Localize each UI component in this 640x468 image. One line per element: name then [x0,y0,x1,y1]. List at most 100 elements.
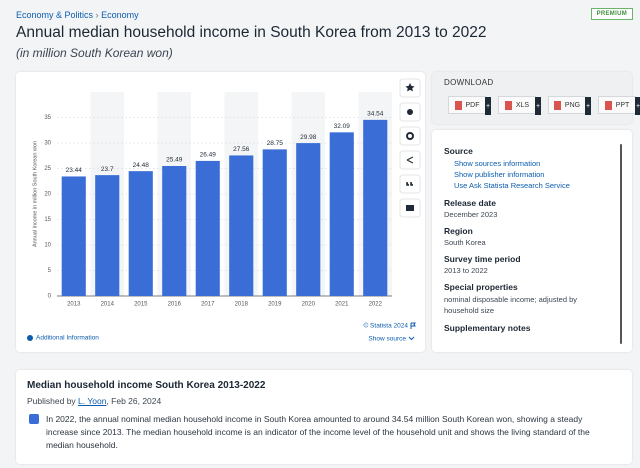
gear-icon [406,132,414,140]
breadcrumb: Economy & Politics › Economy [16,10,139,20]
file-icon [504,100,512,110]
file-icon [454,100,462,110]
breadcrumb-separator: › [95,10,99,20]
tool-buttons [399,78,421,218]
download-button[interactable]: XLS + [498,96,541,115]
published-date: , Feb 26, 2024 [106,396,162,406]
bar [162,166,187,296]
details-content: Source Show sources information Show publ… [432,130,632,333]
detail-label: Supplementary notes [444,323,531,333]
value-label: 26.49 [200,152,217,159]
y-axis-label: Annual income in million South Korean wo… [32,141,38,247]
bar [296,143,321,296]
chart: Annual income in million South Korean wo… [27,78,421,343]
format-label: PNG [564,101,581,109]
download-button[interactable]: PPT + [598,96,640,115]
x-tick-label: 2022 [369,302,383,308]
file-icon [604,100,612,110]
info-icon [27,335,33,341]
share-button[interactable] [399,150,421,170]
detail-value: December 2023 [444,210,498,219]
description-title: Median household income South Korea 2013… [27,380,266,391]
download-button[interactable]: PDF + [448,96,491,115]
format-label: PPT [615,101,630,109]
source-link[interactable]: Use Ask Statista Research Service [454,181,570,190]
subtitle: (in million South Korean won) [16,46,173,60]
y-tick-label: 0 [48,294,52,300]
source-link[interactable]: Show sources information [454,159,541,168]
detail-label: Survey time period [444,254,521,264]
value-label: 27.56 [233,146,250,153]
value-label: 24.48 [133,162,150,169]
value-label: 23.7 [101,166,114,173]
y-tick-label: 25 [44,166,51,172]
download-formats: PDF + XLS + PNG + PPT + [448,96,640,115]
x-tick-label: 2019 [268,302,282,308]
detail-label: Special properties [444,282,518,292]
plus-icon: + [485,97,491,115]
breadcrumb-link[interactable]: Economy & Politics [16,10,94,20]
y-tick-label: 5 [48,268,52,274]
file-icon [553,100,561,110]
published-line: Published by L. Yoon, Feb 26, 2024 [27,396,161,406]
bell-icon [407,109,413,115]
flag-icon [410,322,416,329]
detail-value: 2013 to 2022 [444,266,488,275]
scrollbar [620,144,622,344]
ai-icon [29,414,39,424]
y-tick-label: 15 [44,217,51,223]
description-card: Median household income South Korea 2013… [16,370,632,464]
show-source-link[interactable]: Show source [368,336,406,343]
value-label: 34.54 [367,111,384,118]
bar [95,175,120,296]
value-label: 32.09 [334,123,351,130]
breadcrumb-link[interactable]: Economy [101,10,139,20]
value-label: 29.98 [300,134,317,141]
premium-badge: PREMIUM [590,8,633,20]
settings-button[interactable] [399,126,421,146]
quote-icon [406,182,413,186]
description-text: In 2022, the annual nominal median house… [46,414,590,450]
bar [128,171,153,296]
value-label: 25.49 [166,157,183,164]
published-prefix: Published by [27,396,76,406]
y-tick-label: 35 [44,115,51,121]
print-icon [406,205,414,211]
source-link[interactable]: Show publisher information [454,170,545,179]
plus-icon: + [535,97,541,115]
bar [363,119,388,296]
download-button[interactable]: PNG + [548,96,591,115]
x-tick-label: 2018 [235,302,249,308]
x-tick-label: 2015 [134,302,148,308]
format-label: PDF [465,101,480,109]
plus-icon: + [585,97,591,115]
chevron-icon [408,336,415,341]
bar [229,155,254,296]
download-panel: DOWNLOAD PDF + XLS + PNG + PPT + [432,72,640,124]
author-link[interactable]: L. Yoon [78,396,107,406]
value-label: 28.75 [267,140,284,147]
additional-info-link[interactable]: Additional Information [36,335,99,342]
bar [195,160,220,296]
y-tick-label: 30 [44,141,51,147]
detail-label: Release date [444,198,496,208]
value-label: 23.44 [66,167,83,174]
details-panel: Source Show sources information Show publ… [432,130,632,352]
bar [61,176,86,296]
detail-label: Region [444,226,473,236]
x-tick-label: 2020 [302,302,316,308]
source-links: Show sources information Show publisher i… [444,158,612,191]
cite-button[interactable] [399,174,421,194]
chart-card: Annual income in million South Korean wo… [16,72,425,352]
bar [262,149,287,296]
copyright: © Statista 2024 [363,322,408,330]
plus-icon: + [635,97,640,115]
x-tick-label: 2014 [101,302,115,308]
format-label: XLS [515,101,530,109]
share-icon [406,156,414,164]
x-tick-label: 2013 [67,302,81,308]
x-tick-label: 2016 [168,302,182,308]
detail-value: nominal disposable income; adjusted by h… [444,295,577,315]
